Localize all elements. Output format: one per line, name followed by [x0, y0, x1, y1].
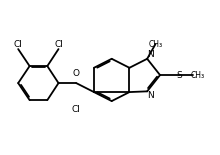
Text: N: N [147, 91, 154, 100]
Text: Cl: Cl [14, 40, 23, 49]
Text: Cl: Cl [72, 105, 81, 114]
Text: CH₃: CH₃ [148, 40, 163, 49]
Text: S: S [177, 71, 182, 80]
Text: Cl: Cl [54, 40, 63, 49]
Text: CH₃: CH₃ [190, 71, 205, 80]
Text: N: N [147, 50, 154, 59]
Text: O: O [73, 69, 80, 78]
